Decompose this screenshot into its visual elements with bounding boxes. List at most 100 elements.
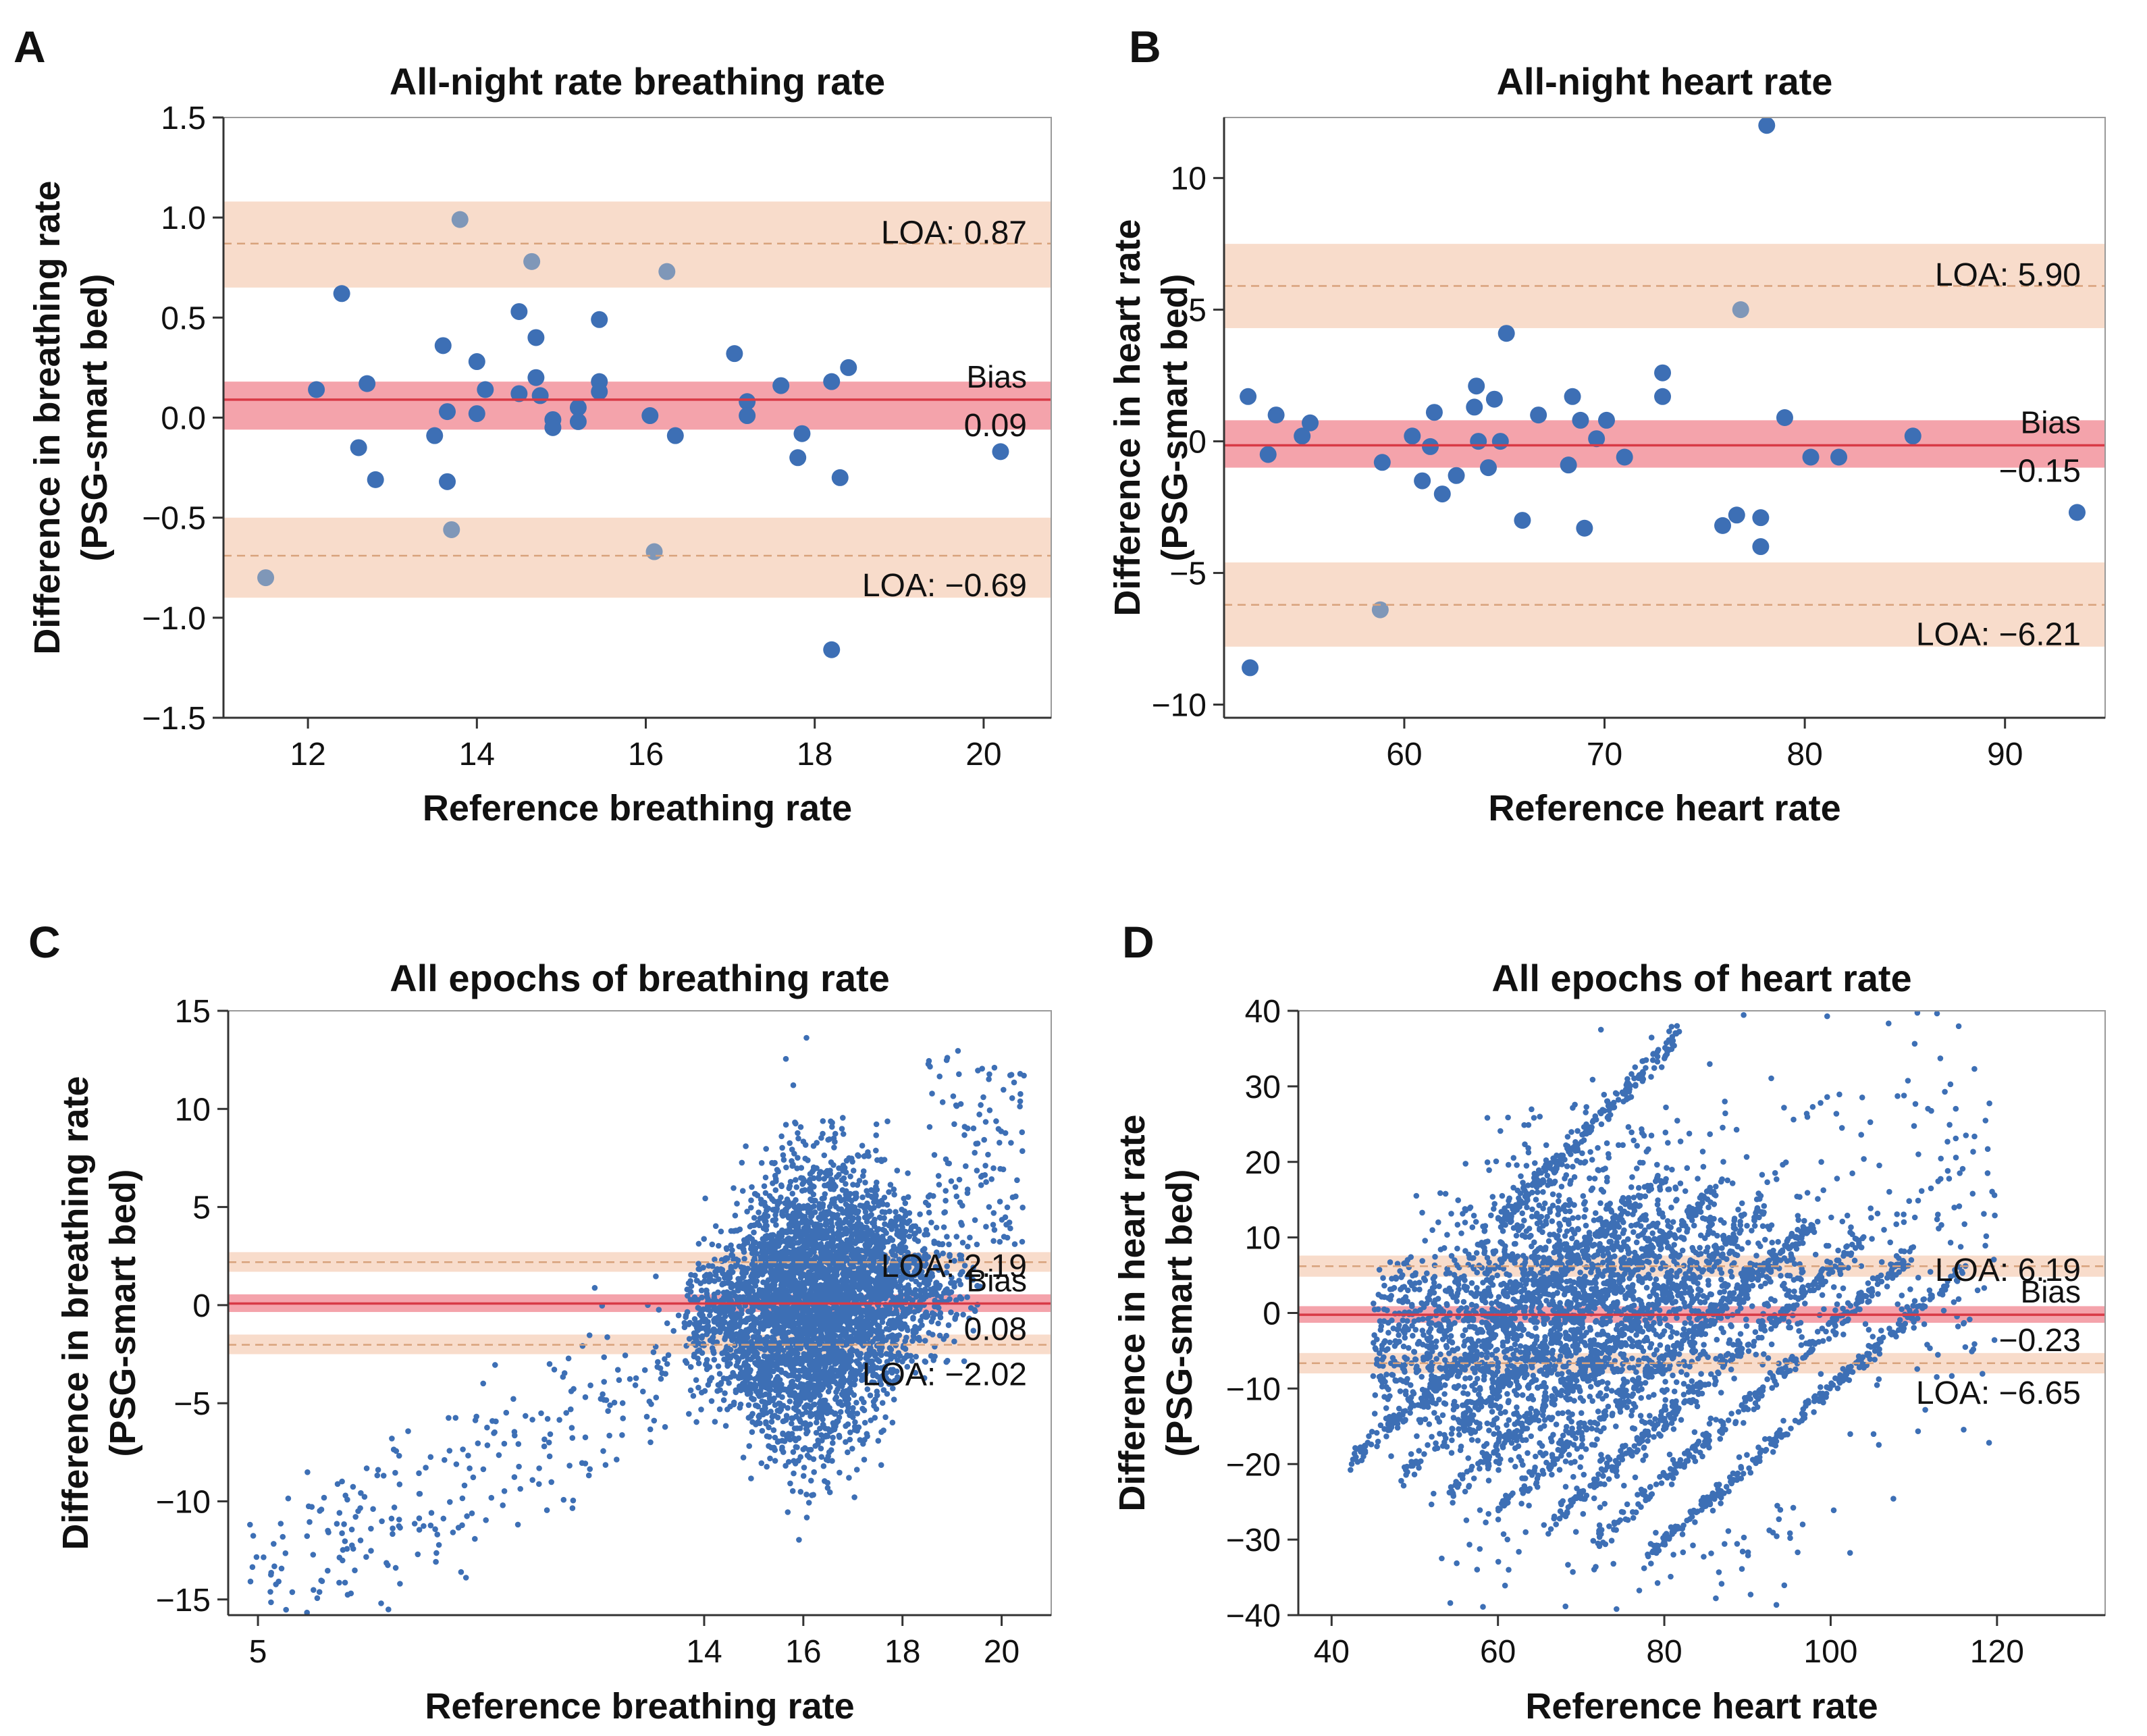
data-point bbox=[646, 544, 663, 560]
y-axis-label: Difference in breathing rate bbox=[27, 180, 68, 654]
data-point bbox=[1480, 459, 1497, 476]
loa-lower-label: LOA: −6.21 bbox=[1916, 617, 2081, 653]
y-tick-label: 5 bbox=[192, 1190, 211, 1226]
data-point bbox=[469, 405, 485, 422]
data-point bbox=[439, 473, 456, 490]
data-point bbox=[367, 471, 384, 488]
y-tick-label: 10 bbox=[175, 1092, 211, 1128]
data-point bbox=[1468, 377, 1485, 394]
panel-letter: B bbox=[1129, 22, 1161, 72]
data-point bbox=[1572, 412, 1589, 429]
y-tick-label: 30 bbox=[1245, 1070, 1281, 1105]
data-point bbox=[992, 443, 1009, 460]
y-tick-label: 0 bbox=[1263, 1296, 1281, 1332]
y-tick-label: −10 bbox=[1226, 1371, 1281, 1407]
y-axis-label-sub: (PSG-smart bed) bbox=[103, 1169, 143, 1456]
y-tick-label: −15 bbox=[156, 1583, 211, 1619]
data-point bbox=[426, 427, 443, 444]
data-point bbox=[789, 449, 806, 466]
point-cloud bbox=[247, 1035, 1027, 1616]
data-point bbox=[1414, 473, 1431, 490]
data-point bbox=[641, 407, 658, 424]
data-point bbox=[667, 427, 684, 444]
data-point bbox=[726, 345, 743, 362]
data-point bbox=[1514, 512, 1531, 529]
y-axis-label: Difference in breathing rate bbox=[55, 1076, 96, 1550]
x-tick-label: 14 bbox=[459, 737, 495, 772]
data-point bbox=[1448, 467, 1465, 484]
loa-upper-label: LOA: 5.90 bbox=[1935, 257, 2081, 293]
y-tick-label: 10 bbox=[1245, 1221, 1281, 1257]
bias-label: Bias bbox=[967, 359, 1027, 394]
data-point bbox=[527, 329, 544, 346]
data-point bbox=[1830, 448, 1847, 465]
y-tick-label: −1.0 bbox=[142, 601, 206, 637]
chart-title: All epochs of breathing rate bbox=[390, 957, 890, 999]
data-point bbox=[1466, 398, 1483, 415]
x-tick-label: 16 bbox=[785, 1634, 821, 1670]
x-tick-label: 80 bbox=[1646, 1634, 1682, 1670]
bias-band bbox=[223, 382, 1051, 429]
data-point bbox=[1654, 388, 1671, 405]
y-tick-label: 10 bbox=[1171, 161, 1207, 197]
y-tick-label: 0.5 bbox=[161, 300, 206, 336]
y-tick-label: −1.5 bbox=[142, 701, 206, 737]
data-point bbox=[1564, 388, 1581, 405]
data-point bbox=[439, 403, 456, 420]
data-point bbox=[1470, 433, 1487, 450]
y-axis-label-sub: (PSG-smart bed) bbox=[1155, 273, 1195, 561]
y-tick-label: −5 bbox=[174, 1386, 211, 1422]
data-point bbox=[1530, 406, 1547, 423]
x-tick-label: 18 bbox=[797, 737, 832, 772]
data-point bbox=[477, 382, 494, 398]
data-point bbox=[469, 353, 485, 370]
y-tick-label: −40 bbox=[1226, 1598, 1281, 1634]
x-tick-label: 5 bbox=[249, 1634, 267, 1670]
y-tick-label: 0.0 bbox=[161, 401, 206, 437]
bias-value-label: 0.09 bbox=[964, 408, 1027, 444]
data-point bbox=[1728, 506, 1745, 523]
data-point bbox=[1422, 438, 1439, 455]
data-point bbox=[1372, 602, 1389, 619]
x-tick-label: 40 bbox=[1314, 1634, 1350, 1670]
y-axis-label-sub: (PSG-smart bed) bbox=[74, 273, 115, 561]
x-tick-label: 120 bbox=[1970, 1634, 2024, 1670]
x-tick-label: 20 bbox=[965, 737, 1001, 772]
data-point bbox=[591, 383, 608, 400]
y-tick-label: 15 bbox=[175, 994, 211, 1030]
data-point bbox=[1752, 509, 1769, 526]
data-point bbox=[544, 419, 561, 436]
x-tick-label: 80 bbox=[1786, 737, 1822, 772]
y-tick-label: 1.5 bbox=[161, 101, 206, 136]
data-point bbox=[1374, 454, 1391, 471]
x-tick-label: 12 bbox=[290, 737, 325, 772]
loa-upper-label: LOA: 0.87 bbox=[881, 215, 1027, 251]
data-point bbox=[1576, 520, 1593, 537]
data-point bbox=[840, 359, 857, 376]
chart-title: All-night heart rate bbox=[1497, 60, 1833, 103]
y-tick-label: 0 bbox=[192, 1288, 211, 1324]
x-tick-label: 16 bbox=[628, 737, 664, 772]
y-axis-label: Difference in heart rate bbox=[1107, 219, 1148, 616]
data-point bbox=[532, 387, 549, 404]
x-tick-label: 20 bbox=[984, 1634, 1019, 1670]
data-point bbox=[1492, 433, 1509, 450]
x-tick-label: 60 bbox=[1386, 737, 1422, 772]
data-points bbox=[1348, 1010, 1998, 1612]
data-point bbox=[1260, 446, 1277, 463]
data-point bbox=[591, 311, 608, 328]
plot-area bbox=[1224, 117, 2105, 676]
data-point bbox=[308, 382, 325, 398]
data-point bbox=[523, 253, 540, 270]
bias-value-label: 0.08 bbox=[964, 1312, 1027, 1348]
x-axis-label: Reference breathing rate bbox=[423, 788, 852, 828]
y-tick-label: −20 bbox=[1226, 1447, 1281, 1483]
x-tick-label: 100 bbox=[1803, 1634, 1857, 1670]
data-point bbox=[334, 285, 350, 302]
data-point bbox=[1404, 427, 1421, 444]
x-tick-label: 70 bbox=[1587, 737, 1622, 772]
